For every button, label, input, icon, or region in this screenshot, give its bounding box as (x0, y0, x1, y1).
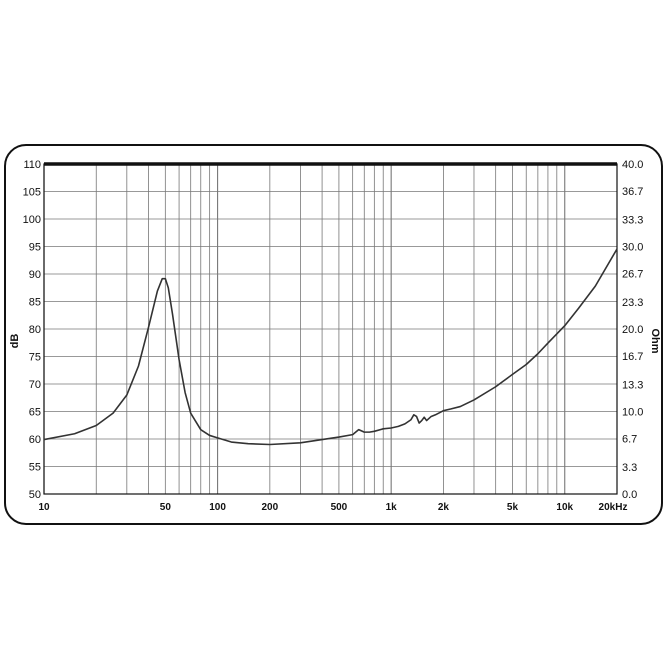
impedance-curve (43, 248, 618, 446)
y-tick-label: 100 (23, 214, 41, 226)
y2-tick-label: 3.3 (622, 462, 637, 474)
x-tick-label: 2k (438, 502, 450, 513)
y-tick-label: 65 (29, 407, 41, 419)
y2-axis-title: Ohm (649, 328, 661, 353)
y2-tick-label: 16.7 (622, 351, 643, 363)
x-tick-label: 10 (38, 502, 50, 513)
y2-tick-label: 20.0 (622, 324, 643, 336)
y2-tick-label: 30.0 (622, 242, 643, 254)
y-tick-label: 105 (23, 187, 41, 199)
y2-tick-label: 0.0 (622, 489, 637, 501)
x-tick-label: 10k (556, 502, 573, 513)
y2-tick-label: 10.0 (622, 407, 643, 419)
right-axis-ticks: 40.0 36.7 33.3 30.0 26.7 23.3 20.0 16.7 13.3 10.0… (622, 159, 643, 501)
y-tick-label: 80 (29, 324, 41, 336)
y2-tick-label: 40.0 (622, 159, 643, 171)
y-tick-label: 50 (29, 489, 41, 501)
y-tick-label: 60 (29, 434, 41, 446)
x-tick-label: 500 (331, 502, 348, 513)
plot-border (43, 162, 618, 495)
impedance-chart: 110 105 100 95 90 85 80 75 70 65 60 55 50 40.0 36.7 33… (9, 159, 661, 513)
x-tick-label: 100 (209, 502, 226, 513)
x-axis-ticks: 10 50 100 200 500 1k 2k 5k 10k 20kHz (38, 502, 627, 513)
y2-tick-label: 26.7 (622, 269, 643, 281)
x-tick-label: 200 (261, 502, 278, 513)
curve-layer (43, 248, 618, 446)
y-tick-label: 75 (29, 352, 41, 364)
x-tick-label: 1k (386, 502, 398, 513)
y-axis-title: dB (9, 334, 21, 349)
left-axis-ticks: 110 105 100 95 90 85 80 75 70 65 60 55 50 (23, 159, 41, 501)
y-tick-label: 90 (29, 269, 41, 281)
y2-tick-label: 13.3 (622, 379, 643, 391)
y2-tick-label: 36.7 (622, 186, 643, 198)
y-tick-label: 110 (23, 159, 41, 171)
y2-tick-label: 33.3 (622, 214, 643, 226)
chart-frame: 110 105 100 95 90 85 80 75 70 65 60 55 50 40.0 36.7 33… (4, 144, 663, 525)
y-tick-label: 55 (29, 462, 41, 474)
y-tick-label: 85 (29, 297, 41, 309)
y-tick-label: 70 (29, 379, 41, 391)
x-tick-label: 5k (507, 502, 519, 513)
y2-tick-label: 23.3 (622, 297, 643, 309)
y-tick-label: 95 (29, 242, 41, 254)
y2-tick-label: 6.7 (622, 434, 637, 446)
x-tick-label: 20kHz (599, 502, 628, 513)
grid-lines (43, 163, 618, 495)
x-tick-label: 50 (160, 502, 172, 513)
